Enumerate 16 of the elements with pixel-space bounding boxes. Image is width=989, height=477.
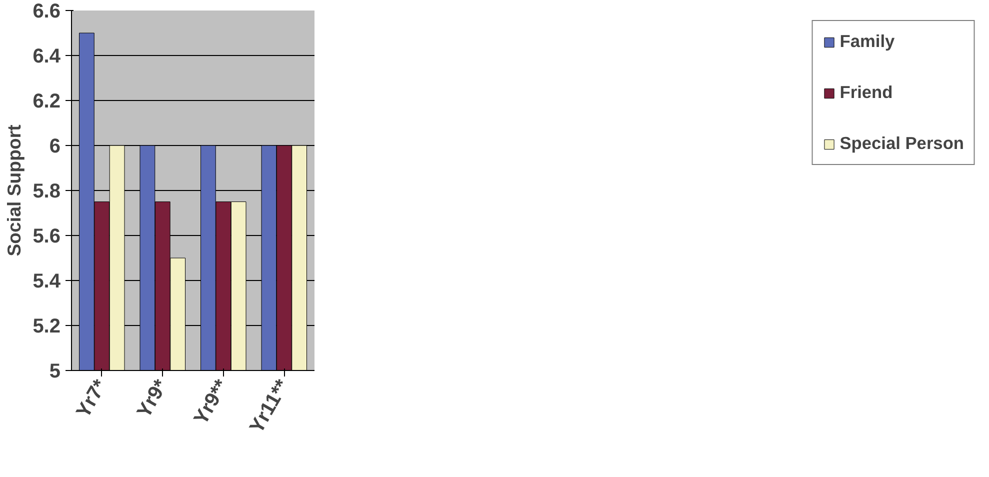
x-tick-label: Yr7* <box>72 376 112 422</box>
legend-label: Friend <box>840 82 894 103</box>
y-tick-label: 5 <box>49 360 60 382</box>
y-tick-label: 6.2 <box>32 90 61 112</box>
legend-label: Family <box>840 31 896 52</box>
y-tick-label: 5.6 <box>32 226 61 248</box>
y-tick-label: 5.2 <box>32 316 61 338</box>
x-tick-label: Yr9* <box>133 376 172 422</box>
x-tick-label: Yr9** <box>190 376 234 428</box>
y-tick-label: 6.4 <box>32 46 62 68</box>
legend-label: Special Person <box>840 133 964 154</box>
y-axis-title: Social Support <box>4 124 25 256</box>
y-tick-label: 5.8 <box>32 180 61 202</box>
y-tick-label: 5.4 <box>32 270 62 292</box>
y-tick-label: 6.6 <box>32 0 61 22</box>
y-tick-label: 6 <box>49 136 60 158</box>
